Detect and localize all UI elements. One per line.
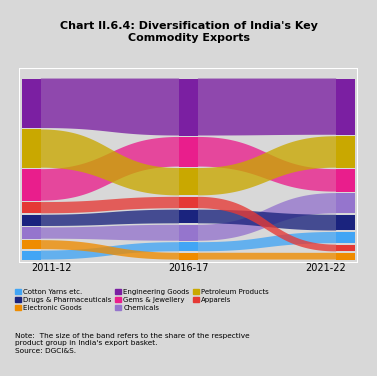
Bar bbox=[336, 136, 355, 168]
Text: 2021-22: 2021-22 bbox=[305, 263, 346, 273]
Polygon shape bbox=[198, 197, 336, 252]
Bar bbox=[336, 232, 355, 243]
Bar bbox=[22, 202, 41, 213]
Polygon shape bbox=[198, 210, 336, 230]
Bar bbox=[179, 137, 198, 167]
Polygon shape bbox=[41, 197, 179, 213]
Bar bbox=[179, 79, 198, 135]
Bar bbox=[179, 168, 198, 196]
Legend: Cotton Yarns etc., Drugs & Pharmaceuticals, Electronic Goods, Engineering Goods,: Cotton Yarns etc., Drugs & Pharmaceutica… bbox=[12, 286, 272, 314]
Polygon shape bbox=[198, 137, 336, 192]
Bar bbox=[336, 245, 355, 252]
Polygon shape bbox=[41, 137, 179, 201]
Polygon shape bbox=[41, 242, 179, 259]
Polygon shape bbox=[198, 232, 336, 251]
Bar bbox=[22, 169, 41, 201]
Bar bbox=[22, 79, 41, 128]
Bar bbox=[22, 240, 41, 249]
Polygon shape bbox=[198, 193, 336, 241]
Text: Chart II.6.4: Diversification of India's Key
Commodity Exports: Chart II.6.4: Diversification of India's… bbox=[60, 21, 317, 43]
Bar bbox=[22, 129, 41, 168]
Polygon shape bbox=[198, 136, 336, 196]
Bar bbox=[336, 169, 355, 192]
Bar bbox=[179, 210, 198, 223]
Bar bbox=[22, 215, 41, 226]
Bar bbox=[336, 253, 355, 259]
Polygon shape bbox=[41, 129, 179, 196]
Bar bbox=[179, 197, 198, 208]
Bar bbox=[336, 79, 355, 135]
Polygon shape bbox=[198, 253, 336, 259]
Bar bbox=[179, 242, 198, 251]
Text: 2016-17: 2016-17 bbox=[168, 263, 209, 273]
Polygon shape bbox=[41, 210, 179, 226]
Polygon shape bbox=[41, 240, 179, 259]
Bar bbox=[22, 227, 41, 239]
Polygon shape bbox=[198, 79, 336, 135]
Bar bbox=[179, 253, 198, 259]
Text: Note:  The size of the band refers to the share of the respective
product group : Note: The size of the band refers to the… bbox=[15, 333, 250, 354]
Bar bbox=[22, 250, 41, 259]
Bar bbox=[179, 225, 198, 241]
Text: 2011-12: 2011-12 bbox=[31, 263, 72, 273]
Bar bbox=[336, 193, 355, 213]
Bar bbox=[336, 215, 355, 230]
Polygon shape bbox=[41, 225, 179, 241]
Polygon shape bbox=[41, 79, 179, 135]
